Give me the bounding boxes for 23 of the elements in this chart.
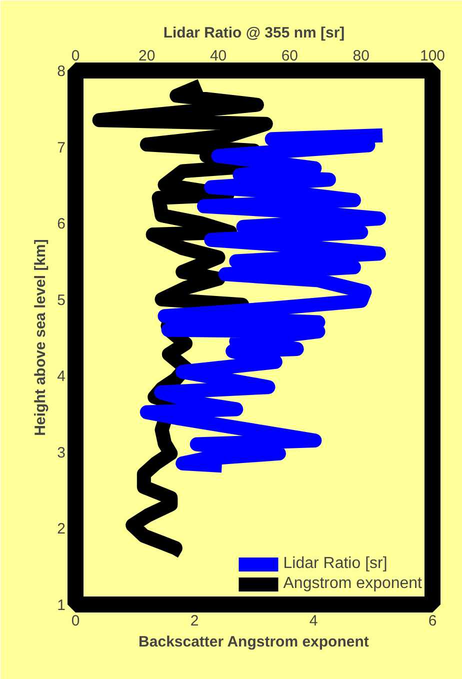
y-tick-label: 2: [57, 520, 66, 538]
x2-tick-label: 60: [281, 48, 298, 64]
legend-label: Lidar Ratio [sr]: [283, 555, 388, 573]
x2-tick-label: 80: [352, 48, 370, 64]
x-tick-label: 0: [71, 612, 80, 630]
y-tick-label: 4: [57, 368, 66, 386]
x-tick-label: 6: [428, 612, 437, 630]
x-tick-label: 2: [190, 612, 199, 630]
x2-tick-label: 40: [210, 48, 227, 64]
legend-label: Angstrom exponent: [283, 575, 422, 593]
y-tick-label: 7: [57, 139, 66, 156]
x-tick-label: 4: [309, 612, 318, 630]
x2-tick-label: 100: [420, 48, 446, 64]
x2-tick-label: 0: [71, 48, 80, 64]
y-tick-label: 3: [57, 444, 66, 462]
x-axis-title: Backscatter Angstrom exponent: [138, 634, 369, 650]
x2-axis-title: Lidar Ratio @ 355 nm [sr]: [163, 24, 345, 42]
y-tick-label: 8: [57, 63, 66, 80]
y-tick-label: 5: [57, 292, 66, 309]
y-tick-label: 6: [57, 216, 66, 233]
y-axis-title: Height above sea level [km]: [32, 239, 50, 436]
x2-tick-label: 20: [138, 48, 156, 64]
y-tick-label: 1: [57, 597, 66, 614]
